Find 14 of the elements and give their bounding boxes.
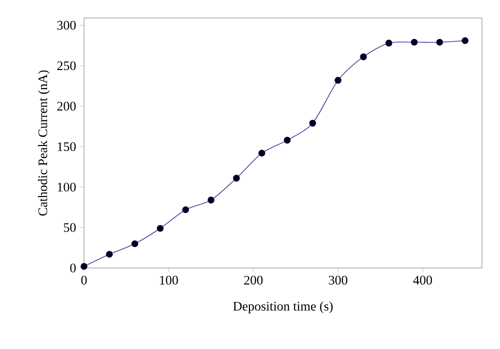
y-tick-label: 300 [57, 20, 76, 30]
y-tick-label: 250 [57, 61, 76, 70]
x-tick-label: 200 [244, 276, 263, 285]
x-tick-label: 300 [328, 276, 348, 285]
y-tick-label: 100 [58, 182, 76, 192]
y-tick-label: 0 [70, 264, 76, 272]
y-tick-label: 150 [58, 142, 76, 152]
x-tick-label: 0 [81, 276, 87, 285]
x-tick-label: 400 [413, 276, 432, 285]
x-tick-label: 100 [160, 276, 178, 285]
y-axis-title: Cathodic Peak Current (nA) [38, 70, 50, 216]
x-axis-title: Deposition time (s) [233, 301, 333, 314]
y-tick-label: 200 [57, 102, 76, 111]
y-tick-label: 50 [64, 223, 76, 232]
